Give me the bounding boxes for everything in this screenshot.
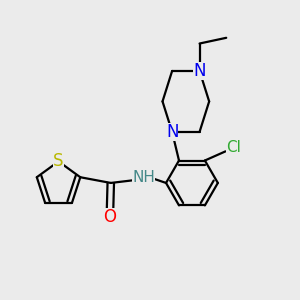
- Text: NH: NH: [133, 170, 155, 185]
- Text: O: O: [103, 208, 116, 226]
- Text: S: S: [53, 152, 64, 170]
- Text: Cl: Cl: [226, 140, 241, 155]
- Text: N: N: [193, 62, 206, 80]
- Text: N: N: [166, 123, 178, 141]
